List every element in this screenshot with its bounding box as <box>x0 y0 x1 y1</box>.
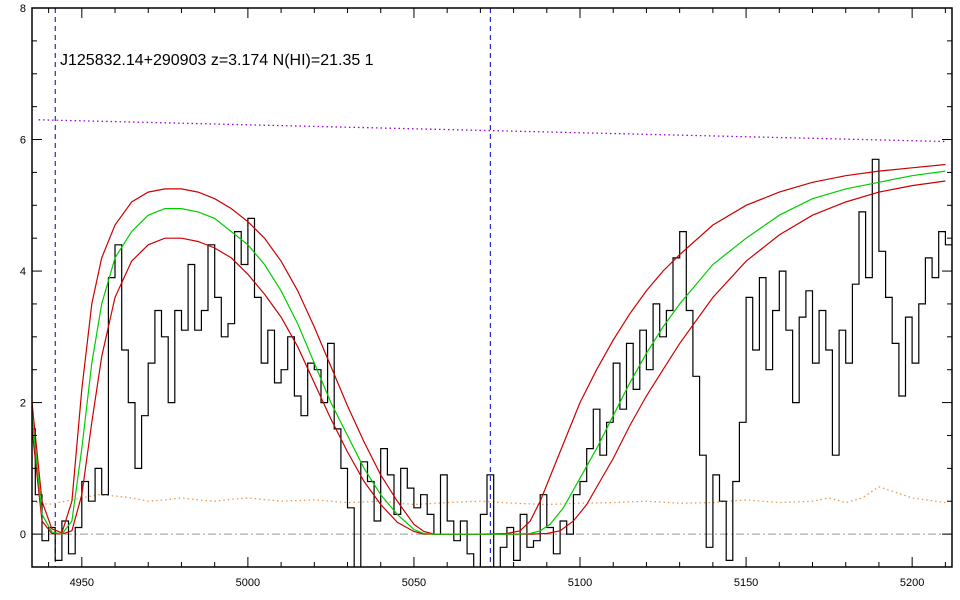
y-tick-label: 8 <box>20 3 26 15</box>
x-tick-label: 5000 <box>236 577 260 589</box>
x-tick-label: 5200 <box>900 577 924 589</box>
plot-area <box>32 8 952 567</box>
series-model-lower-line <box>32 180 946 535</box>
chart-axes: 4950 5000 5050 5100 5150 5200 0 2 4 6 8 <box>20 3 953 589</box>
series-flux-line <box>32 158 952 567</box>
y-tick-label: 2 <box>20 398 26 410</box>
x-tick-label: 5150 <box>734 577 758 589</box>
chart-title: J125832.14+290903 z=3.174 N(HI)=21.35 1 <box>60 52 374 69</box>
x-tick-label: 4950 <box>70 577 94 589</box>
series-error-line <box>32 486 946 506</box>
y-tick-label: 0 <box>20 529 26 541</box>
series-model-upper-line <box>32 163 946 535</box>
chart-data-layer <box>32 8 952 567</box>
series-continuum-line <box>38 119 946 143</box>
y-tick-label: 4 <box>20 266 26 278</box>
y-tick-label: 6 <box>20 135 26 147</box>
x-tick-label: 5050 <box>402 577 426 589</box>
series-model-line <box>32 170 946 535</box>
plot-frame <box>31 7 953 568</box>
x-tick-label: 5100 <box>568 577 592 589</box>
